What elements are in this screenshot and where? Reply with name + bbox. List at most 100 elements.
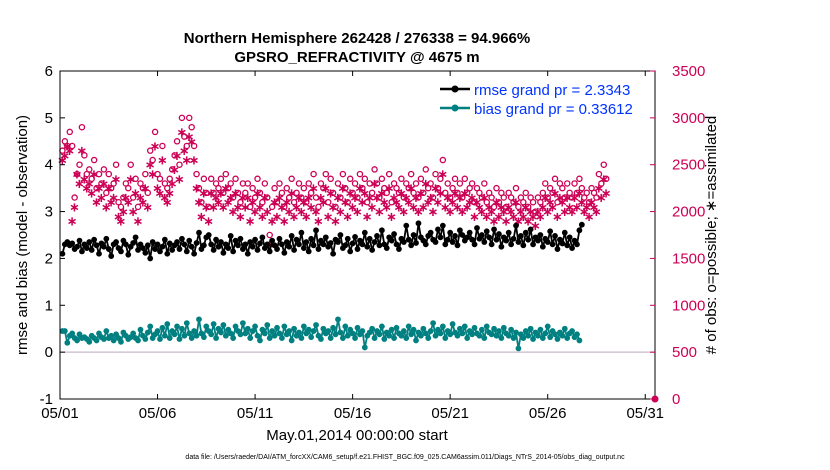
possible-obs-point <box>176 161 183 168</box>
x-tick-label: 05/16 <box>334 405 372 422</box>
legend-bias-marker <box>451 104 459 112</box>
assimilated-obs-point: ∗ <box>272 210 283 225</box>
assimilated-obs-point: ∗ <box>274 191 285 206</box>
bias-point <box>171 331 178 338</box>
possible-obs-point <box>522 189 530 197</box>
bias-point <box>142 336 149 342</box>
x-tick-label: 05/31 <box>626 405 664 422</box>
rmse-point <box>291 247 297 253</box>
assimilated-obs-point: ∗ <box>220 182 231 197</box>
possible-obs-point <box>451 175 459 183</box>
bias-point <box>261 330 268 337</box>
rmse-point <box>483 228 490 235</box>
rmse-point <box>193 240 200 246</box>
assimilated-obs-point: ∗ <box>498 205 509 220</box>
possible-obs-point <box>268 203 276 211</box>
assimilated-obs-point: ∗ <box>96 191 107 206</box>
bias-point <box>64 339 71 346</box>
bias-point <box>179 325 185 332</box>
rmse-point <box>113 239 119 245</box>
rmse-point <box>166 240 173 247</box>
rmse-point <box>313 227 319 234</box>
rmse-point <box>83 245 90 252</box>
possible-obs-point <box>322 170 330 178</box>
rmse-point <box>464 234 471 241</box>
possible-obs-point <box>583 189 590 197</box>
bias-point <box>69 330 76 337</box>
possible-obs-point <box>256 189 264 197</box>
rmse-point <box>422 241 429 248</box>
bias-point <box>337 329 344 336</box>
bias-point <box>447 331 454 338</box>
assimilated-obs-point: ∗ <box>520 200 531 215</box>
rmse-point <box>515 239 522 245</box>
assimilated-obs-point: ∗ <box>493 210 504 225</box>
bias-point <box>310 328 317 334</box>
assimilated-obs-point: ∗ <box>491 196 502 211</box>
rmse-point <box>478 232 485 238</box>
rmse-point <box>118 248 124 255</box>
possible-obs-point <box>95 170 103 178</box>
possible-obs-point <box>146 147 154 154</box>
assimilated-obs-point: ∗ <box>184 130 195 145</box>
assimilated-obs-point: ∗ <box>116 214 127 229</box>
assimilated-obs-point: ∗ <box>445 205 456 220</box>
possible-obs-point <box>251 194 259 201</box>
bias-point <box>471 324 478 331</box>
possible-obs-point <box>303 198 310 206</box>
assimilated-obs-point: ∗ <box>257 210 268 225</box>
left-y-axis: -1 0 1 2 3 4 5 6 <box>40 63 65 408</box>
assimilated-obs-point: ∗ <box>140 182 151 197</box>
left-tick-label: 1 <box>45 297 53 314</box>
assimilated-obs-point: ∗ <box>479 191 490 206</box>
rmse-point <box>574 241 580 248</box>
rmse-point <box>227 233 234 239</box>
assimilated-obs-point: ∗ <box>576 196 587 211</box>
assimilated-obs-point: ∗ <box>589 200 600 215</box>
rmse-point <box>266 248 273 255</box>
assimilated-obs-point: ∗ <box>152 182 163 197</box>
possible-obs-point <box>400 194 408 201</box>
possible-obs-point <box>307 189 315 197</box>
bias-point <box>344 332 351 339</box>
bias-point <box>222 332 229 339</box>
assimilated-obs-point: ∗ <box>101 200 112 215</box>
assimilated-obs-point: ∗ <box>601 186 612 201</box>
assimilated-obs-point: ∗ <box>235 210 246 225</box>
possible-obs-point <box>351 180 359 187</box>
possible-obs-point <box>405 184 412 192</box>
assimilated-obs-point: ∗ <box>352 205 363 220</box>
assimilated-obs-point: ∗ <box>457 205 468 220</box>
possible-obs-point <box>264 194 271 201</box>
assimilated-obs-point: ∗ <box>189 154 200 169</box>
rmse-point <box>408 242 415 249</box>
rmse-point <box>105 246 112 252</box>
possible-obs-point <box>412 180 420 187</box>
possible-obs-point <box>200 175 208 183</box>
rmse-point <box>410 232 417 238</box>
possible-obs-point <box>312 194 320 201</box>
possible-obs-point <box>578 184 586 192</box>
bias-point <box>257 337 263 344</box>
assimilated-obs-point: ∗ <box>291 200 302 215</box>
bias-point <box>203 323 210 330</box>
assimilated-obs-point: ∗ <box>572 200 583 215</box>
rmse-point <box>76 237 83 244</box>
assimilated-obs-point: ∗ <box>535 210 546 225</box>
rmse-point <box>376 242 383 249</box>
possible-obs-point <box>278 189 286 197</box>
assimilated-obs-point: ∗ <box>169 163 180 178</box>
rmse-series <box>59 220 585 262</box>
possible-obs-point <box>554 198 561 206</box>
bias-point <box>476 332 483 339</box>
bias-point <box>510 335 517 341</box>
assimilated-obs-point: ∗ <box>454 191 465 206</box>
possible-obs-point <box>320 184 327 192</box>
bias-point <box>118 338 124 345</box>
bias-point <box>522 328 529 334</box>
bias-point <box>535 332 541 339</box>
assimilated-obs-point: ∗ <box>91 196 102 211</box>
rmse-point <box>466 229 473 236</box>
bias-point <box>505 332 512 339</box>
bias-point <box>381 336 388 342</box>
